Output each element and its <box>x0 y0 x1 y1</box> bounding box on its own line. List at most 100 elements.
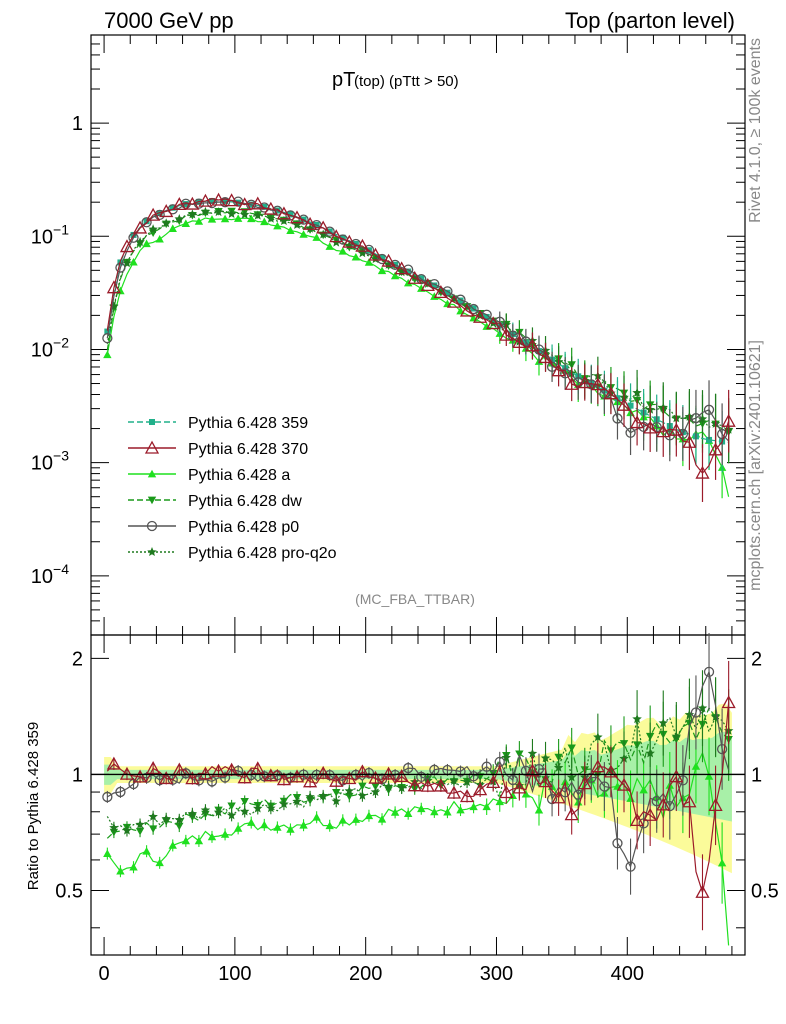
ratio-point <box>538 774 553 788</box>
data-point <box>237 197 252 211</box>
data-point <box>250 196 265 210</box>
ratio-point <box>237 770 252 784</box>
ratio-point <box>250 761 265 775</box>
data-point <box>355 238 370 252</box>
ratio-point <box>146 761 161 775</box>
ratio-point <box>193 775 205 786</box>
ratio-point <box>486 775 501 789</box>
ratio-point <box>168 841 177 849</box>
y-tick-label: 10−3 <box>31 448 69 475</box>
data-point <box>381 253 396 267</box>
data-point <box>396 267 407 277</box>
data-point <box>185 196 200 210</box>
ratio-point <box>175 822 184 831</box>
ratio-point <box>226 810 237 820</box>
ratio-point <box>155 858 164 867</box>
ratio-point <box>697 703 708 713</box>
ratio-point <box>312 813 321 821</box>
data-point <box>342 234 357 248</box>
ratio-point <box>416 771 427 783</box>
data-point <box>233 214 243 222</box>
data-point <box>538 350 553 364</box>
data-point <box>298 214 309 225</box>
data-point <box>302 216 318 230</box>
ratio-point <box>499 785 514 799</box>
ratio-point <box>577 776 592 790</box>
ratio-point <box>394 769 409 783</box>
ratio-point <box>512 780 527 794</box>
ratio-point <box>383 781 394 791</box>
ratio-point <box>616 777 632 791</box>
data-point <box>174 214 184 224</box>
legend-entry: Pythia 6.428 370 <box>128 440 308 458</box>
legend-entry: Pythia 6.428 a <box>128 467 290 484</box>
data-point <box>483 314 490 321</box>
ratio-point <box>684 709 695 719</box>
ratio-point <box>332 789 341 797</box>
ratio-point <box>567 744 576 753</box>
data-point <box>224 193 239 207</box>
data-point <box>708 442 723 456</box>
y-tick-label: 10−2 <box>31 334 69 361</box>
data-point <box>364 258 374 266</box>
side-top-label: Rivet 4.1.0, ≥ 100k events <box>747 38 764 223</box>
ratio-point <box>331 796 341 806</box>
data-point <box>486 316 501 330</box>
ratio-point <box>677 775 689 786</box>
data-point <box>161 218 171 228</box>
ratio-point <box>377 815 387 823</box>
legend-label: Pythia 6.428 a <box>188 467 290 484</box>
ratio-point <box>658 718 668 728</box>
data-point <box>368 247 383 261</box>
ratio-point <box>381 766 396 780</box>
ratio-point <box>253 803 263 813</box>
data-point <box>324 226 335 237</box>
data-point <box>143 218 150 225</box>
ratio-y-tick-label-left: 2 <box>72 648 83 670</box>
ratio-y-tick-label-right: 2 <box>751 648 762 670</box>
ratio-point <box>632 714 642 724</box>
data-point <box>318 229 328 239</box>
ratio-point <box>187 808 198 818</box>
main-series-group <box>102 192 736 502</box>
ratio-point <box>459 789 475 803</box>
ratio-point <box>446 785 462 799</box>
data-point <box>239 209 250 219</box>
ratio-point <box>573 789 584 800</box>
data-point <box>142 239 151 248</box>
ratio-point <box>198 766 213 780</box>
ratio-point <box>664 800 675 812</box>
ratio-point <box>206 776 218 787</box>
ratio-point <box>338 816 347 824</box>
ratio-line <box>106 669 730 869</box>
plot-title-sub: (top) (pTtt > 50) <box>354 73 459 90</box>
ratio-point <box>135 819 145 829</box>
legend-label: Pythia 6.428 370 <box>188 441 308 458</box>
data-point <box>363 244 375 256</box>
ratio-point <box>671 731 682 741</box>
ratio-point <box>590 759 605 773</box>
ratio-point <box>527 748 538 758</box>
ratio-point <box>403 809 413 818</box>
ratio-point <box>135 827 145 836</box>
data-point <box>104 328 111 335</box>
ratio-point <box>368 770 383 784</box>
ratio-series-4 <box>102 633 730 895</box>
data-point <box>603 386 619 400</box>
ratio-point <box>263 768 278 782</box>
ratio-point <box>525 763 540 777</box>
ratio-point <box>551 790 566 804</box>
ratio-point <box>200 805 211 815</box>
data-point <box>695 465 710 479</box>
ratio-point <box>161 813 171 823</box>
ratio-point <box>194 836 204 845</box>
data-point <box>266 213 276 223</box>
data-point <box>106 280 121 294</box>
data-point <box>625 427 636 438</box>
data-point <box>292 219 302 229</box>
ratio-point <box>260 820 269 829</box>
ratio-uncertainty-bands <box>104 703 732 874</box>
data-point <box>102 333 113 344</box>
ratio-point <box>566 772 577 782</box>
